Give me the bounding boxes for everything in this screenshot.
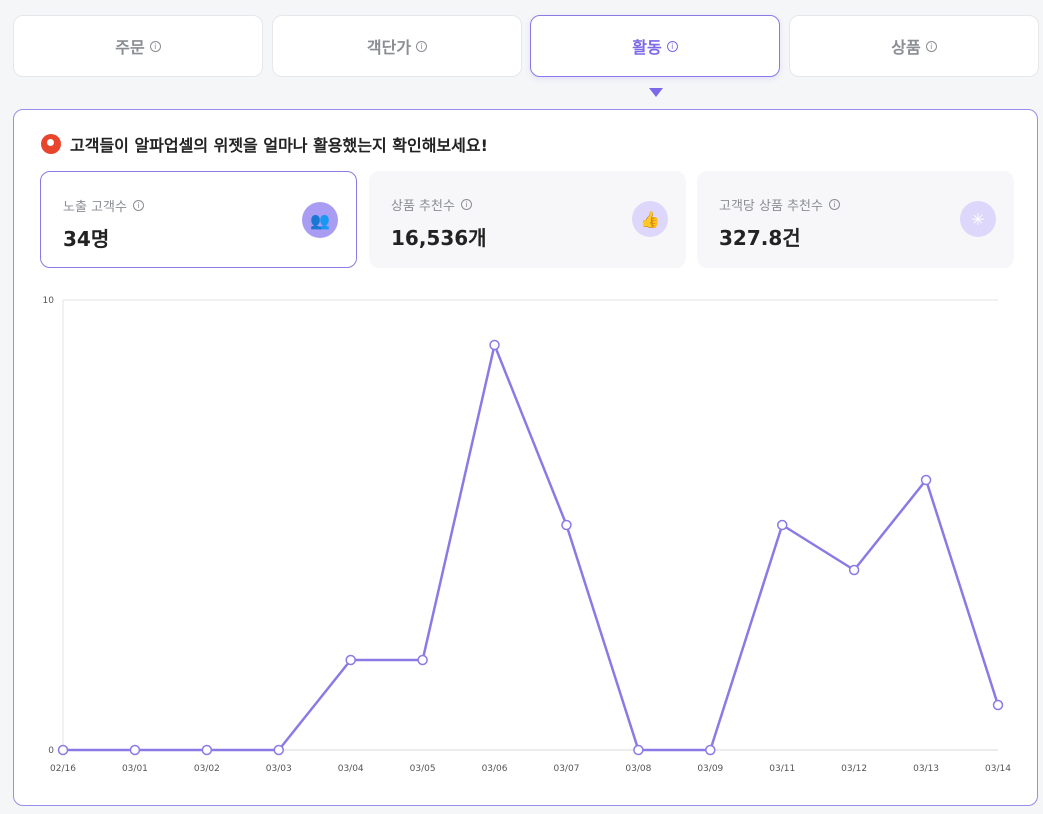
card-value: 16,536개: [391, 226, 487, 250]
data-point: [345, 654, 356, 666]
x-tick-label: 03/09: [697, 764, 723, 774]
data-point: [992, 699, 1004, 711]
data-point: [489, 339, 500, 351]
data-point: [201, 744, 213, 756]
y-tick-label: 10: [43, 296, 55, 306]
data-point: [129, 744, 141, 756]
loader-icon: ✳: [960, 201, 996, 237]
series-line: [63, 343, 1000, 752]
data-point: [776, 519, 788, 531]
x-tick-label: 03/01: [122, 764, 148, 774]
x-tick-label: 03/13: [913, 764, 939, 774]
panel-header: 고객들이 알파업셀의 위젯을 얼마나 활용했는지 확인해보세요!: [41, 132, 488, 156]
alpha-upsell-logo-icon: [41, 134, 61, 154]
data-point: [273, 744, 285, 756]
tab-1[interactable]: 객단가 i: [272, 15, 522, 77]
card-label: 고객당 상품 추천수: [719, 199, 823, 214]
panel-heading: 고객들이 알파업셀의 위젯을 얼마나 활용했는지 확인해보세요!: [70, 136, 488, 155]
tab-0[interactable]: 주문 i: [13, 15, 263, 77]
tab-3[interactable]: 상품 i: [789, 15, 1039, 77]
tab-label: 상품: [891, 38, 921, 57]
data-point: [920, 474, 932, 486]
info-icon[interactable]: i: [416, 40, 428, 52]
card-value: 34명: [63, 227, 110, 251]
card-recommendations-per-customer[interactable]: 고객당 상품 추천수 i 327.8건 ✳: [697, 171, 1014, 268]
x-tick-label: 03/14: [985, 764, 1011, 774]
card-exposed-customers[interactable]: 노출 고객수 i 34명 👥: [40, 171, 357, 268]
x-tick-label: 03/07: [553, 764, 579, 774]
data-point: [705, 744, 716, 756]
data-point: [561, 519, 572, 531]
tab-2[interactable]: 활동 i: [530, 15, 780, 77]
x-tick-label: 03/04: [338, 764, 364, 774]
y-tick-label: 0: [48, 746, 54, 756]
info-icon[interactable]: i: [149, 40, 161, 52]
x-tick-label: 03/11: [769, 764, 795, 774]
x-tick-label: 03/06: [482, 764, 508, 774]
card-label: 노출 고객수: [63, 200, 127, 215]
card-label: 상품 추천수: [391, 199, 455, 214]
tab-label: 활동: [632, 38, 662, 57]
info-icon[interactable]: i: [828, 199, 840, 210]
data-point: [848, 564, 860, 576]
x-tick-label: 03/12: [841, 764, 867, 774]
x-tick-label: 02/16: [50, 764, 76, 774]
x-tick-label: 03/08: [625, 764, 651, 774]
info-icon[interactable]: i: [460, 199, 472, 210]
data-point: [417, 654, 428, 666]
x-tick-label: 03/05: [410, 764, 436, 774]
card-product-recommendations[interactable]: 상품 추천수 i 16,536개 👍: [369, 171, 686, 268]
tab-label: 객단가: [366, 38, 412, 57]
x-tick-label: 03/03: [266, 764, 292, 774]
x-tick-label: 03/02: [194, 764, 220, 774]
info-icon[interactable]: i: [132, 200, 144, 211]
activity-panel: 고객들이 알파업셀의 위젯을 얼마나 활용했는지 확인해보세요! 노출 고객수 i…: [13, 109, 1038, 806]
info-icon[interactable]: i: [666, 40, 678, 52]
data-point: [633, 744, 644, 756]
card-value: 327.8건: [719, 226, 801, 250]
users-icon: 👥: [302, 202, 338, 238]
tab-label: 주문: [115, 38, 145, 57]
active-tab-indicator: [649, 88, 663, 97]
data-point: [57, 744, 69, 756]
info-icon[interactable]: i: [925, 40, 937, 52]
thumbs-up-icon: 👍: [632, 201, 668, 237]
